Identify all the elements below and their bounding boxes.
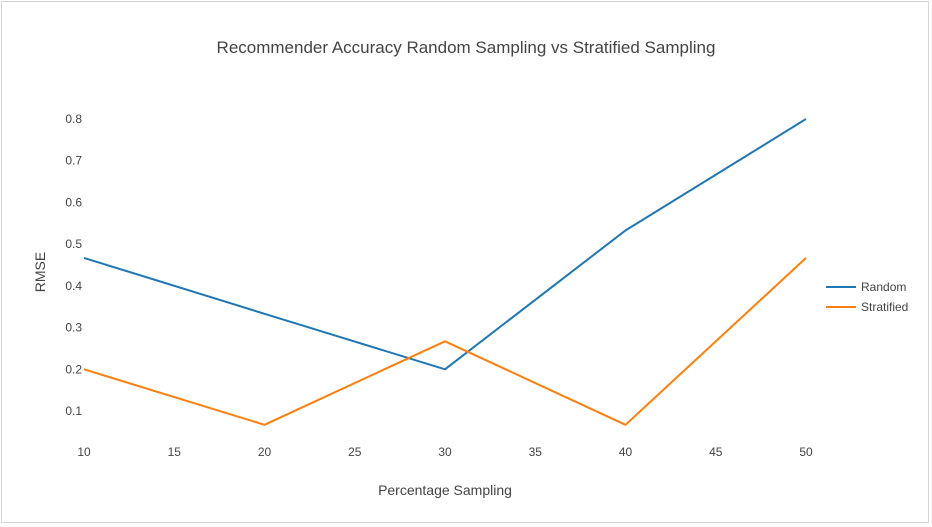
x-tick-label: 20 — [258, 445, 272, 459]
x-tick-label: 25 — [348, 445, 362, 459]
legend-item-stratified[interactable]: Stratified — [826, 300, 908, 314]
y-tick-label: 0.3 — [65, 321, 82, 335]
x-tick-label: 10 — [77, 445, 91, 459]
x-axis-title: Percentage Sampling — [378, 482, 512, 498]
x-tick-label: 15 — [168, 445, 182, 459]
legend-label: Random — [861, 280, 906, 294]
y-axis-title: RMSE — [32, 252, 48, 292]
x-tick-label: 45 — [709, 445, 723, 459]
x-tick-label: 40 — [619, 445, 633, 459]
legend[interactable]: Random Stratified — [826, 280, 908, 314]
y-tick-label: 0.5 — [65, 237, 82, 251]
y-tick-label: 0.8 — [65, 112, 82, 126]
y-axis-ticks: 0.1 0.2 0.3 0.4 0.5 0.6 0.7 0.8 — [65, 112, 82, 418]
y-tick-label: 0.7 — [65, 154, 82, 168]
y-tick-label: 0.2 — [65, 362, 82, 376]
x-axis-ticks: 10 15 20 25 30 35 40 45 50 — [77, 445, 813, 459]
y-tick-label: 0.4 — [65, 279, 82, 293]
chart-title: Recommender Accuracy Random Sampling vs … — [217, 38, 716, 57]
x-tick-label: 30 — [438, 445, 452, 459]
y-tick-label: 0.1 — [65, 404, 82, 418]
x-tick-label: 35 — [529, 445, 543, 459]
x-tick-label: 50 — [799, 445, 813, 459]
legend-item-random[interactable]: Random — [826, 280, 906, 294]
series-lines — [83, 118, 807, 426]
legend-label: Stratified — [861, 300, 908, 314]
y-tick-label: 0.6 — [65, 195, 82, 209]
series-line-random — [83, 118, 807, 371]
series-line-stratified — [83, 257, 807, 426]
